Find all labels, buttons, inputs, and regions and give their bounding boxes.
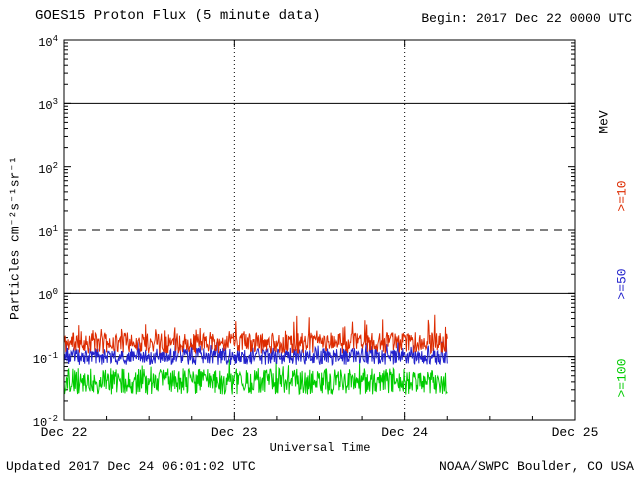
series-threshold-label-100: >=100 [614,358,630,398]
y-tick-label: 101 [38,224,58,240]
begin-timestamp: Begin: 2017 Dec 22 0000 UTC [421,11,632,26]
plot-frame [63,39,576,421]
y-tick-label: 10-1 [32,350,58,367]
y-tick-label: 10-2 [32,414,58,430]
x-axis-title: Universal Time [269,441,371,455]
y-tick-label: 100 [38,287,58,304]
x-tick-label: Dec 22 [40,425,88,440]
y-tick-label: 103 [38,97,58,114]
source-credit: NOAA/SWPC Boulder, CO USA [438,459,634,474]
series-threshold-label-10: >=10 [614,180,630,212]
flux-series-100 [63,359,448,396]
flux-series-50 [63,337,448,367]
y-tick-label: 104 [38,34,58,50]
series-threshold-label-50: >=50 [614,268,630,300]
flux-series-10 [63,314,448,355]
updated-timestamp: Updated 2017 Dec 24 06:01:02 UTC [6,459,256,474]
x-tick-label: Dec 23 [210,425,258,440]
x-tick-label: Dec 25 [551,425,599,440]
chart-title: GOES15 Proton Flux (5 minute data) [35,8,321,24]
y-tick-label: 102 [38,160,58,177]
x-tick-label: Dec 24 [381,425,429,440]
